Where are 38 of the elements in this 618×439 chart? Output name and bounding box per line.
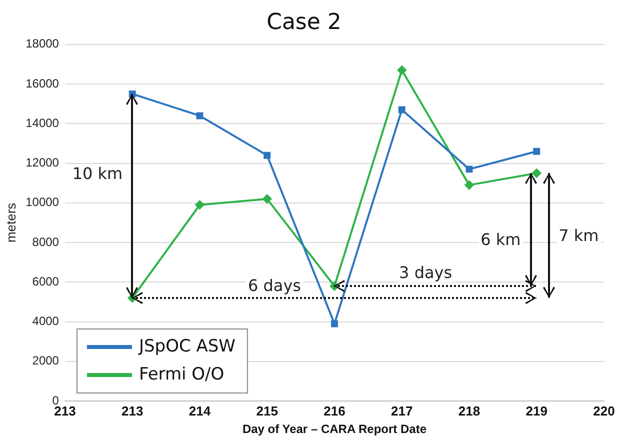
- annotation: 10 km: [70, 164, 125, 184]
- annotation: 7 km: [556, 226, 601, 246]
- point: [264, 152, 271, 159]
- point: [196, 112, 204, 120]
- point: [331, 320, 338, 328]
- x-tick-label: 216: [324, 403, 346, 418]
- x-tick-label: 213: [121, 403, 144, 418]
- point: [466, 166, 473, 173]
- point: [398, 106, 406, 114]
- y-tick-label: 8000: [32, 234, 60, 249]
- annotation: 6 days: [246, 276, 304, 296]
- legend-label: Fermi O/O: [138, 364, 224, 384]
- annotation: 3 days: [397, 262, 454, 282]
- point: [533, 148, 540, 155]
- y-tick-label: 18000: [26, 36, 60, 51]
- x-tick-label: 214: [188, 403, 212, 418]
- x-tick-label: 215: [256, 403, 278, 418]
- y-tick-label: 4000: [32, 314, 60, 328]
- x-tick-label: 219: [526, 403, 548, 418]
- y-axis-title: meters: [3, 202, 18, 243]
- legend-label: JSpOC ASW: [138, 336, 236, 356]
- point: [262, 194, 272, 204]
- y-tick-label: 16000: [26, 76, 60, 90]
- annotation: 6 km: [478, 230, 523, 250]
- x-tick-label: 218: [458, 403, 480, 418]
- y-tick-label: 10000: [26, 195, 60, 210]
- point: [532, 168, 542, 178]
- y-tick-label: 6000: [32, 274, 60, 288]
- point: [195, 200, 204, 210]
- y-tick-label: 12000: [26, 156, 60, 170]
- x-tick-label: 217: [391, 403, 413, 418]
- x-tick-label: 220: [593, 403, 615, 418]
- y-tick-label: 14000: [26, 116, 60, 130]
- point: [397, 66, 406, 75]
- point: [464, 180, 474, 190]
- y-tick-label: 2000: [32, 354, 60, 368]
- x-axis-title: Day of Year – CARA Report Date: [242, 422, 427, 436]
- chart-title: Case 2: [266, 10, 342, 35]
